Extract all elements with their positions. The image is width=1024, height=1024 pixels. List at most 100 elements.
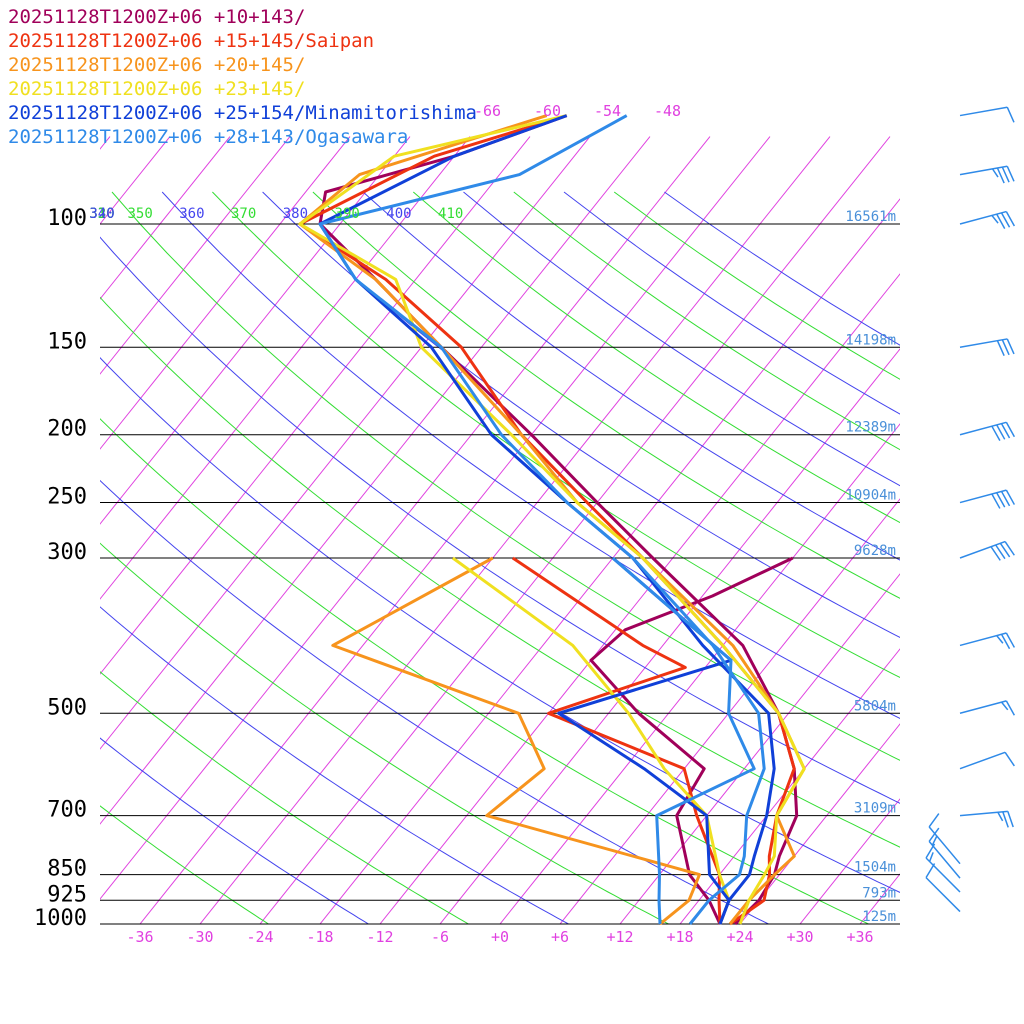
wind-barb <box>959 106 1015 123</box>
x-tick-label: -30 <box>186 928 213 946</box>
isotherm-line <box>100 136 531 675</box>
height-label-200: 12389m <box>845 420 896 436</box>
wind-barb <box>959 421 1016 441</box>
wind-barb-shaft <box>959 210 1007 225</box>
height-label-850: 1504m <box>854 860 896 876</box>
wind-barb-feather <box>996 213 1006 229</box>
x-tick-label: +0 <box>491 928 509 946</box>
wind-barb-feather <box>1002 811 1009 828</box>
legend-title-2: 20251128T1200Z+06 +20+145/ <box>8 54 305 76</box>
dry-adiabat-250 <box>100 805 270 924</box>
wind-barb <box>959 810 1014 828</box>
wind-barb-shaft <box>959 489 1007 504</box>
wind-barb-feather <box>1000 633 1011 650</box>
wind-barb-shaft <box>959 106 1008 117</box>
wind-barb-feather <box>995 544 1006 560</box>
wind-barb <box>928 827 961 879</box>
height-label-700: 3109m <box>854 801 896 817</box>
dry-adiabat-360 <box>161 191 900 720</box>
wind-barb-feather <box>999 542 1011 558</box>
wind-barb-shaft <box>959 700 1007 715</box>
theta-label-330: 330 <box>89 206 114 222</box>
dry-adiabat-370 <box>212 191 900 679</box>
wind-barb <box>959 210 1016 229</box>
wind-barb-shaft <box>959 338 1008 349</box>
wind-barb-feather <box>1006 106 1015 123</box>
series-3-temperature-line <box>298 114 806 925</box>
x-tick-label: +18 <box>666 928 693 946</box>
isotherm-line <box>439 348 900 924</box>
series-5-temperature-line <box>318 114 766 925</box>
dry-adiabat-410 <box>412 191 900 524</box>
pressure-label-500: 500 <box>47 695 87 720</box>
wind-barb-shaft <box>925 857 961 893</box>
wind-barb-shaft <box>925 877 961 913</box>
wind-barb-feather <box>1004 541 1015 556</box>
wind-barb-feather <box>1005 421 1016 438</box>
wind-barb-feather <box>1000 212 1011 228</box>
theta-label-370: 370 <box>231 206 256 222</box>
wind-barb-feather <box>931 836 938 846</box>
isotherm-line <box>739 723 900 924</box>
wind-barb <box>959 632 1016 650</box>
wind-barb <box>925 863 961 913</box>
wind-barb <box>959 165 1015 184</box>
legend-title-4: 20251128T1200Z+06 +25+154/Minamitorishim… <box>8 102 477 124</box>
isotherm-line <box>100 136 591 750</box>
wind-barb-shaft <box>959 810 1008 817</box>
isotherm-label-top: -54 <box>594 102 621 120</box>
isotherm-line <box>799 798 900 924</box>
wind-barb-feather <box>1005 700 1016 716</box>
legend-title-1: 20251128T1200Z+06 +15+145/Saipan <box>8 30 374 52</box>
height-label-925: 793m <box>862 885 896 901</box>
wind-barb-feather <box>997 811 1004 822</box>
wind-barb <box>959 540 1015 561</box>
theta-label-400: 400 <box>386 206 411 222</box>
legend-title-3: 20251128T1200Z+06 +23+145/ <box>8 78 305 100</box>
wind-barb-feather <box>925 843 936 859</box>
legend-title-5: 20251128T1200Z+06 +28+143/Ogasawara <box>8 126 408 148</box>
wind-barb-shaft <box>959 421 1007 436</box>
x-tick-label: -6 <box>431 928 449 946</box>
isotherm-line <box>619 573 900 924</box>
dry-adiabat-280 <box>100 606 570 924</box>
wind-barb-feather <box>928 852 934 862</box>
legend-title-0: 20251128T1200Z+06 +10+143/ <box>8 6 305 28</box>
wind-barb-feather <box>996 167 1005 184</box>
pressure-label-850: 850 <box>47 857 87 882</box>
dry-adiabat-380 <box>262 191 900 639</box>
wind-barb <box>928 813 961 865</box>
isotherm-line <box>100 136 231 300</box>
wind-barb-feather <box>928 813 940 828</box>
wind-barb-feather <box>991 425 1001 441</box>
x-tick-label: +6 <box>551 928 569 946</box>
theta-label-310: 310 <box>89 206 114 222</box>
x-tick-label: -36 <box>126 928 153 946</box>
wind-barb-feather <box>1005 489 1016 505</box>
isotherm-label-top: -60 <box>534 102 561 120</box>
isotherm-line <box>379 273 900 924</box>
wind-barb-feather <box>1000 423 1011 439</box>
isotherm-line <box>259 136 891 924</box>
x-tick-label: +30 <box>786 928 813 946</box>
wind-barb <box>959 700 1016 716</box>
isotherm-line <box>559 498 900 924</box>
isotherm-line <box>100 136 351 450</box>
height-label-300: 9628m <box>854 543 896 559</box>
x-tick-label: -24 <box>246 928 273 946</box>
wind-barb-feather <box>996 492 1006 508</box>
series-0-temperature-line <box>318 114 799 926</box>
pressure-label-1000: 1000 <box>34 906 87 931</box>
wind-barb-feather <box>1000 491 1011 507</box>
wind-barb-feather <box>996 340 1005 357</box>
theta-label-410: 410 <box>438 206 463 222</box>
x-tick-label: +36 <box>846 928 873 946</box>
isotherm-line <box>0 137 50 924</box>
height-label-100: 16561m <box>845 209 896 225</box>
dry-adiabat-460 <box>664 191 900 346</box>
sounding-profiles <box>298 114 806 926</box>
height-label-250: 10904m <box>845 488 896 504</box>
dry-adiabat-350 <box>111 191 900 761</box>
